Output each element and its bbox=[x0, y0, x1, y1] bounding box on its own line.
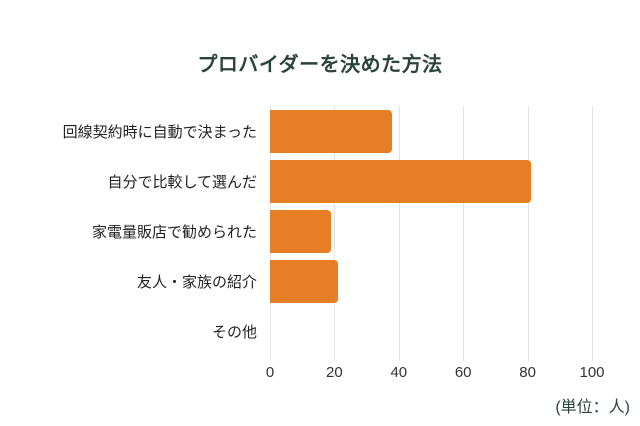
category-label: その他 bbox=[211, 323, 257, 341]
x-tick-label-0: 0 bbox=[265, 364, 275, 381]
x-tick-label-60: 60 bbox=[454, 364, 472, 381]
category-axis: 回線契約時に自動で決まった自分で比較して選んだ家電量販店で勧められた友人・家族の… bbox=[0, 106, 257, 356]
category-label: 自分で比較して選んだ bbox=[107, 173, 257, 191]
category-label: 家電量販店で勧められた bbox=[91, 223, 257, 241]
x-tick-label-100: 100 bbox=[579, 364, 605, 381]
bar-3 bbox=[270, 259, 338, 303]
x-tick-label-80: 80 bbox=[519, 364, 536, 381]
gridline-x-80 bbox=[527, 106, 529, 361]
unit-label: (単位：人) bbox=[555, 399, 630, 416]
gridline-x-20 bbox=[334, 106, 336, 361]
plot-area: 0 20 40 60 80 100 bbox=[266, 106, 605, 381]
x-tick-label-40: 40 bbox=[390, 364, 408, 381]
gridline-x-100 bbox=[592, 106, 593, 361]
category-label: 回線契約時に自動で決まった bbox=[62, 123, 257, 141]
bar-2 bbox=[270, 209, 332, 253]
gridline-x-40 bbox=[398, 106, 400, 361]
chart-title: プロバイダーを決めた方法 bbox=[197, 54, 443, 76]
x-tick-label-20: 20 bbox=[326, 364, 343, 381]
category-label: 友人・家族の紹介 bbox=[136, 273, 257, 291]
bar-0 bbox=[270, 109, 393, 153]
bar-1 bbox=[270, 159, 531, 203]
gridline-x-60 bbox=[463, 106, 465, 361]
